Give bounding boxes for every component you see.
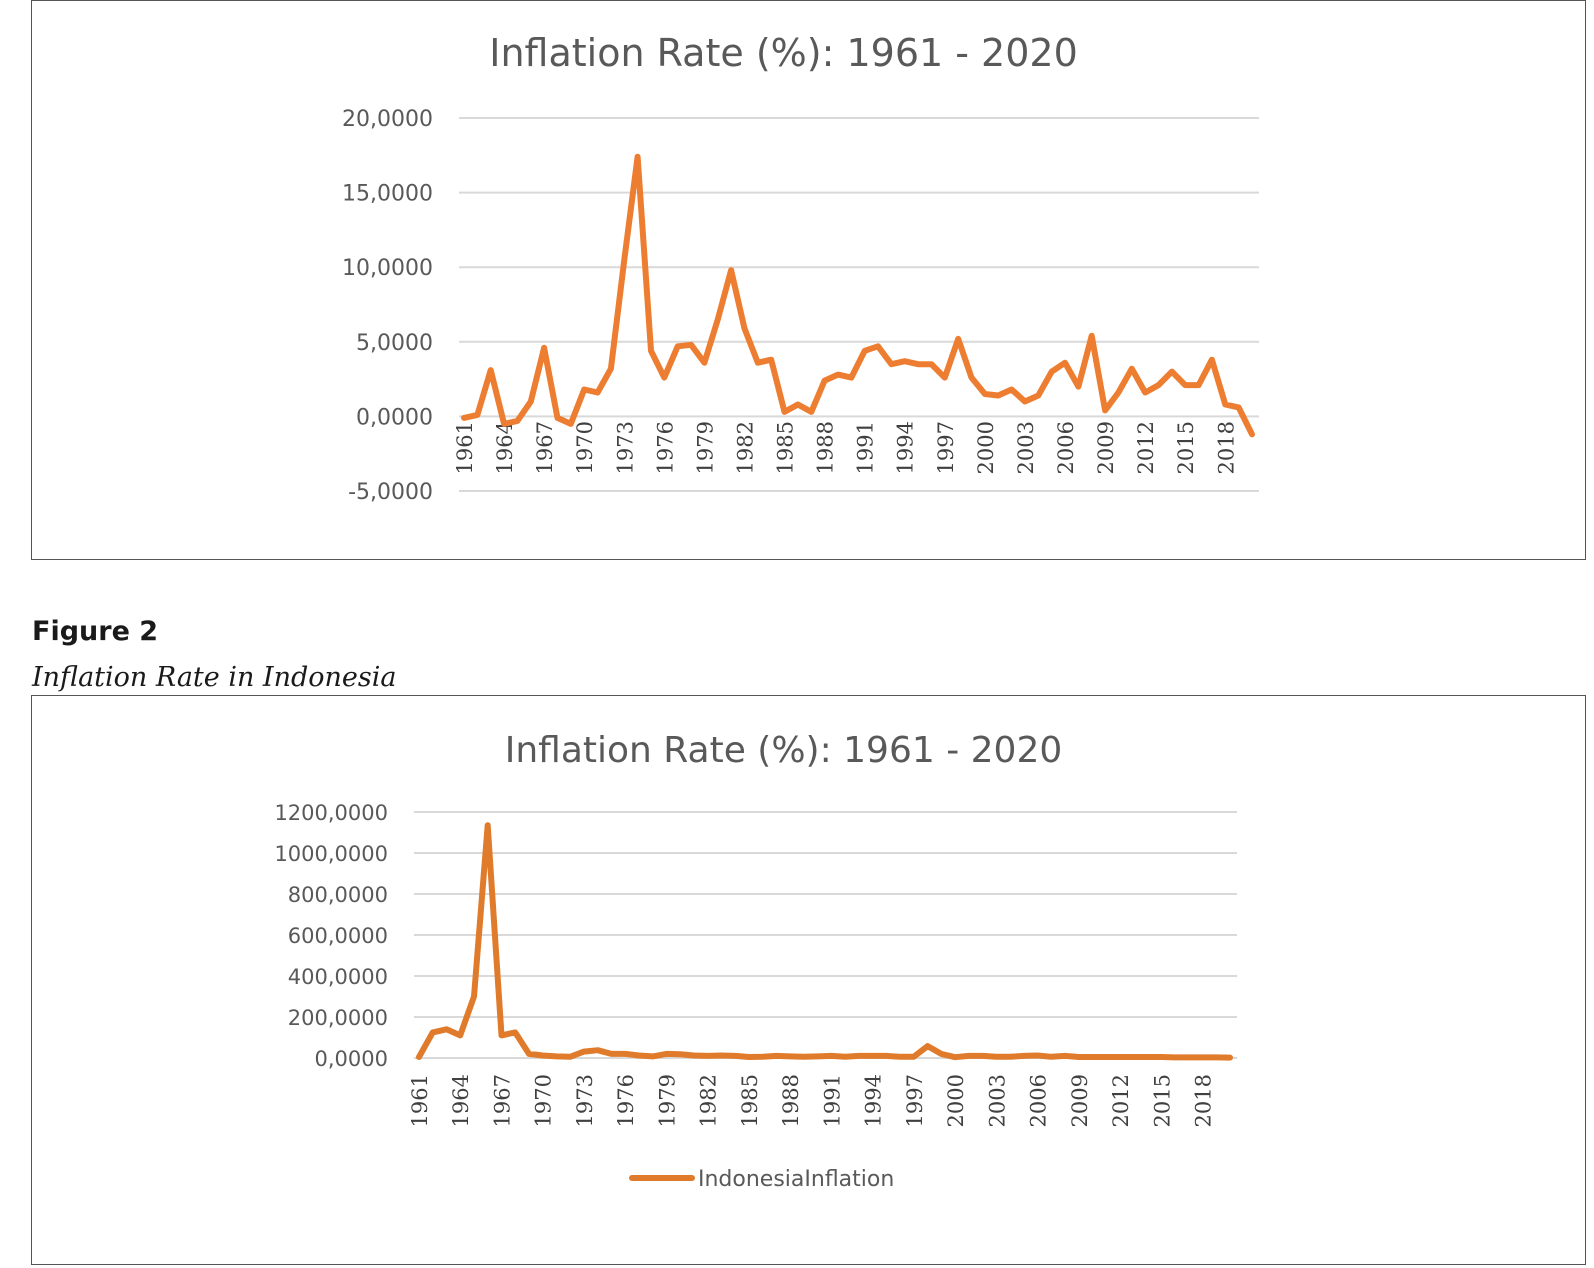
y-tick-label: 10,0000	[342, 256, 433, 281]
y-tick-label: 800,0000	[288, 883, 388, 907]
chart-frame-1: Inflation Rate (%): 1961 - 2020 -5,0000 0,…	[31, 0, 1586, 560]
x-tick-label: 2000	[944, 1074, 968, 1127]
x-tick-label: 2003	[1014, 421, 1038, 474]
y-tick-label: 5,0000	[356, 331, 433, 356]
x-tick-label: 1994	[894, 421, 918, 474]
x-tick-label: 2012	[1134, 421, 1158, 474]
x-tick-label: 1979	[693, 421, 717, 474]
x-tick-label: 1997	[934, 421, 958, 474]
x-tick-label: 1976	[653, 421, 677, 474]
x-tick-label: 1982	[697, 1074, 721, 1127]
y-tick-label: 200,0000	[288, 1006, 388, 1030]
y-tick-label: 1000,0000	[274, 842, 388, 866]
inflation-chart-world: Inflation Rate (%): 1961 - 2020 -5,0000 0,…	[342, 31, 1259, 505]
y-tick-label: 400,0000	[288, 965, 388, 989]
x-tick-label: 1967	[533, 421, 557, 474]
chart-title: Inflation Rate (%): 1961 - 2020	[489, 31, 1078, 75]
y-tick-label: 20,0000	[342, 107, 433, 132]
chart-title: Inflation Rate (%): 1961 - 2020	[505, 730, 1063, 771]
figure-caption: Inflation Rate in Indonesia	[32, 662, 397, 693]
x-tick-label: 2018	[1192, 1074, 1216, 1127]
series-line	[461, 153, 1255, 438]
x-tick-label: 2009	[1068, 1074, 1092, 1127]
x-tick-label: 2000	[974, 421, 998, 474]
y-tick-label: 600,0000	[288, 924, 388, 948]
x-tick-label: 2009	[1094, 421, 1118, 474]
x-tick-label: 1973	[573, 1074, 597, 1127]
y-tick-label: 0,0000	[315, 1047, 388, 1071]
x-tick-label: 2006	[1054, 421, 1078, 474]
x-tick-label: 2006	[1027, 1074, 1051, 1127]
x-tick-label: 1961	[453, 421, 477, 474]
figure-label: Figure 2	[32, 616, 159, 647]
x-tick-label: 1982	[733, 421, 757, 474]
x-tick-label: 1994	[862, 1074, 886, 1127]
x-tick-label: 1967	[490, 1074, 514, 1127]
x-tick-label: 1979	[655, 1074, 679, 1127]
chart-frame-2: Inflation Rate (%): 1961 - 2020 0,0000 200…	[31, 695, 1586, 1265]
x-tick-label: 1976	[614, 1074, 638, 1127]
y-tick-label: 0,0000	[356, 405, 433, 430]
x-tick-label: 1973	[613, 421, 637, 474]
x-tick-label: 2018	[1214, 421, 1238, 474]
y-tick-label: 1200,0000	[274, 801, 388, 825]
x-tick-label: 1961	[408, 1074, 432, 1127]
x-tick-label: 1988	[779, 1074, 803, 1127]
x-tick-label: 1964	[449, 1074, 473, 1127]
x-tick-label: 2012	[1109, 1074, 1133, 1127]
inflation-chart-indonesia: Inflation Rate (%): 1961 - 2020 0,0000 200…	[274, 730, 1237, 1192]
x-tick-label: 2015	[1150, 1074, 1174, 1127]
x-tick-label: 1970	[573, 421, 597, 474]
x-tick-label: 2003	[985, 1074, 1009, 1127]
x-tick-label: 1985	[738, 1074, 762, 1127]
x-tick-label: 1991	[854, 421, 878, 474]
x-tick-label: 2015	[1174, 421, 1198, 474]
x-tick-label: 1997	[903, 1074, 927, 1127]
x-tick-label: 1970	[532, 1074, 556, 1127]
x-tick-label: 1985	[774, 421, 798, 474]
y-tick-label: 15,0000	[342, 182, 433, 207]
series-line	[416, 822, 1233, 1061]
legend-label: IndonesiaInflation	[698, 1167, 894, 1192]
y-tick-label: -5,0000	[348, 480, 433, 505]
x-tick-label: 1964	[493, 421, 517, 474]
x-tick-label: 1988	[814, 421, 838, 474]
x-tick-label: 1991	[820, 1074, 844, 1127]
